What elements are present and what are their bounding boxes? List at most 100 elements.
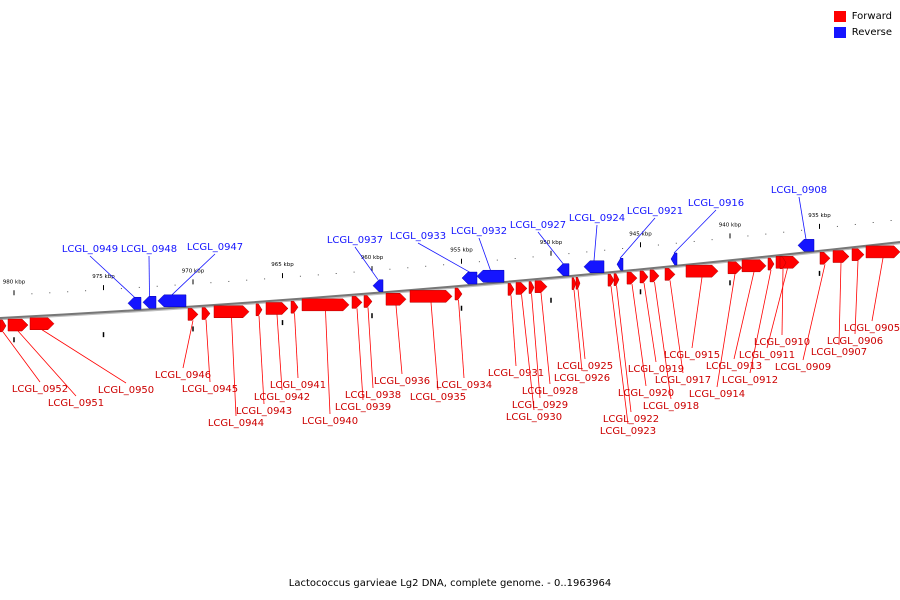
gene-lcgl-0924[interactable]: LCGL_0924 [569,213,625,274]
gene-lcgl-0945[interactable]: LCGL_0945 [182,307,238,395]
gene-lcgl-0923[interactable]: LCGL_0923 [600,273,656,437]
gene-arrow[interactable] [142,296,157,309]
gene-arrow[interactable] [127,296,142,310]
gene-label[interactable]: LCGL_0932 [451,226,507,237]
gene-lcgl-0922[interactable]: LCGL_0922 [603,273,659,425]
gene-label[interactable]: LCGL_0908 [771,185,827,196]
gene-lcgl-0918[interactable]: LCGL_0918 [643,269,699,412]
gene-lcgl-0948[interactable]: LCGL_0948 [121,244,177,309]
gene-arrow[interactable] [685,264,719,278]
gene-lcgl-0932[interactable]: LCGL_0932 [451,226,507,283]
gene-lcgl-0917[interactable]: LCGL_0917 [655,268,711,386]
gene-label[interactable]: LCGL_0917 [655,375,711,386]
gene-arrow[interactable] [865,245,900,259]
gene-lcgl-0908[interactable]: LCGL_0908 [771,185,827,252]
gene-arrow[interactable] [213,305,250,319]
gene-lcgl-0927[interactable]: LCGL_0927 [510,220,570,276]
gene-lcgl-0925[interactable]: LCGL_0925 [557,277,613,372]
gene-lcgl-0928[interactable]: LCGL_0928 [522,280,578,397]
gene-arrow[interactable] [476,269,505,283]
gene-arrow[interactable] [372,279,384,292]
gene-label[interactable]: LCGL_0922 [603,414,659,425]
gene-arrow[interactable] [819,252,831,265]
gene-label[interactable]: LCGL_0913 [706,361,762,372]
gene-label[interactable]: LCGL_0928 [522,386,578,397]
gene-arrow[interactable] [575,277,581,290]
gene-arrow[interactable] [626,271,638,285]
gene-arrow[interactable] [583,260,605,274]
gene-label[interactable]: LCGL_0906 [827,336,883,347]
gene-label[interactable]: LCGL_0914 [689,389,745,400]
gene-lcgl-0934[interactable]: LCGL_0934 [436,287,492,391]
gene-arrow[interactable] [779,256,787,270]
gene-lcgl-0906[interactable]: LCGL_0906 [827,248,883,347]
gene-arrow[interactable] [670,252,678,266]
gene-lcgl-0950[interactable]: LCGL_0950 [29,317,154,396]
gene-label[interactable]: LCGL_0907 [811,347,867,358]
gene-arrow[interactable] [741,259,767,273]
gene-arrow[interactable] [7,318,29,332]
gene-arrow[interactable] [265,302,289,315]
gene-label[interactable]: LCGL_0936 [374,376,430,387]
gene-arrow[interactable] [507,283,515,296]
gene-label[interactable]: LCGL_0909 [775,362,831,373]
gene-label[interactable]: LCGL_0941 [270,380,326,391]
gene-label[interactable]: LCGL_0934 [436,380,492,391]
gene-lcgl-0921[interactable]: LCGL_0921 [616,206,683,271]
gene-arrow[interactable] [301,298,350,312]
gene-lcgl-0935[interactable]: LCGL_0935 [409,290,466,403]
gene-lcgl-0947[interactable]: LCGL_0947 [157,242,243,308]
gene-label[interactable]: LCGL_0942 [254,392,310,403]
gene-lcgl-0905[interactable]: LCGL_0905 [844,245,900,334]
gene-lcgl-0949[interactable]: LCGL_0949 [62,244,142,310]
gene-label[interactable]: LCGL_0933 [390,231,446,242]
gene-lcgl-0930[interactable]: LCGL_0930 [506,282,562,423]
gene-label[interactable]: LCGL_0920 [618,388,674,399]
gene-arrow[interactable] [613,273,620,286]
gene-lcgl-0933[interactable]: LCGL_0933 [390,231,478,285]
gene-arrow[interactable] [454,287,463,301]
gene-arrow[interactable] [409,290,453,303]
gene-lcgl-0946[interactable]: LCGL_0946 [155,308,211,381]
gene-label[interactable]: LCGL_0948 [121,244,177,255]
gene-arrow[interactable] [767,257,775,271]
gene-label[interactable]: LCGL_0916 [688,198,744,209]
gene-label[interactable]: LCGL_0919 [628,364,684,375]
gene-arrow[interactable] [528,281,535,294]
gene-lcgl-0914[interactable]: LCGL_0914 [689,261,745,400]
gene-lcgl-0909[interactable]: LCGL_0909 [775,252,831,373]
gene-label[interactable]: LCGL_0910 [754,337,810,348]
gene-arrow[interactable] [775,256,800,269]
gene-lcgl-0952[interactable]: LCGL_0952 [0,319,68,395]
gene-arrow[interactable] [664,268,676,281]
gene-lcgl-0942[interactable]: LCGL_0942 [254,302,310,403]
gene-label[interactable]: LCGL_0915 [664,350,720,361]
gene-lcgl-0940[interactable]: LCGL_0940 [301,298,358,427]
gene-arrow[interactable] [363,295,373,308]
gene-arrow[interactable] [29,317,55,330]
gene-label[interactable]: LCGL_0927 [510,220,566,231]
gene-lcgl-0907[interactable]: LCGL_0907 [811,250,867,358]
gene-lcgl-0938[interactable]: LCGL_0938 [345,295,401,401]
gene-arrow[interactable] [157,294,187,308]
gene-label[interactable]: LCGL_0935 [410,392,466,403]
gene-lcgl-0929[interactable]: LCGL_0929 [512,281,568,411]
gene-lcgl-0912[interactable]: LCGL_0912 [722,257,778,386]
gene-lcgl-0941[interactable]: LCGL_0941 [270,300,326,391]
gene-lcgl-0937[interactable]: LCGL_0937 [327,235,384,292]
gene-label[interactable]: LCGL_0918 [643,401,699,412]
gene-lcgl-0913[interactable]: LCGL_0913 [706,259,767,372]
gene-arrow[interactable] [187,308,199,321]
gene-label[interactable]: LCGL_0946 [155,370,211,381]
gene-arrow[interactable] [290,300,299,314]
gene-label[interactable]: LCGL_0930 [506,412,562,423]
gene-label[interactable]: LCGL_0929 [512,400,568,411]
gene-label[interactable]: LCGL_0952 [12,384,68,395]
gene-arrow[interactable] [727,261,743,275]
gene-arrow[interactable] [556,263,570,276]
gene-lcgl-0943[interactable]: LCGL_0943 [236,303,292,417]
gene-label[interactable]: LCGL_0945 [182,384,238,395]
gene-label[interactable]: LCGL_0912 [722,375,778,386]
gene-arrow[interactable] [797,239,815,252]
gene-label[interactable]: LCGL_0926 [554,373,610,384]
